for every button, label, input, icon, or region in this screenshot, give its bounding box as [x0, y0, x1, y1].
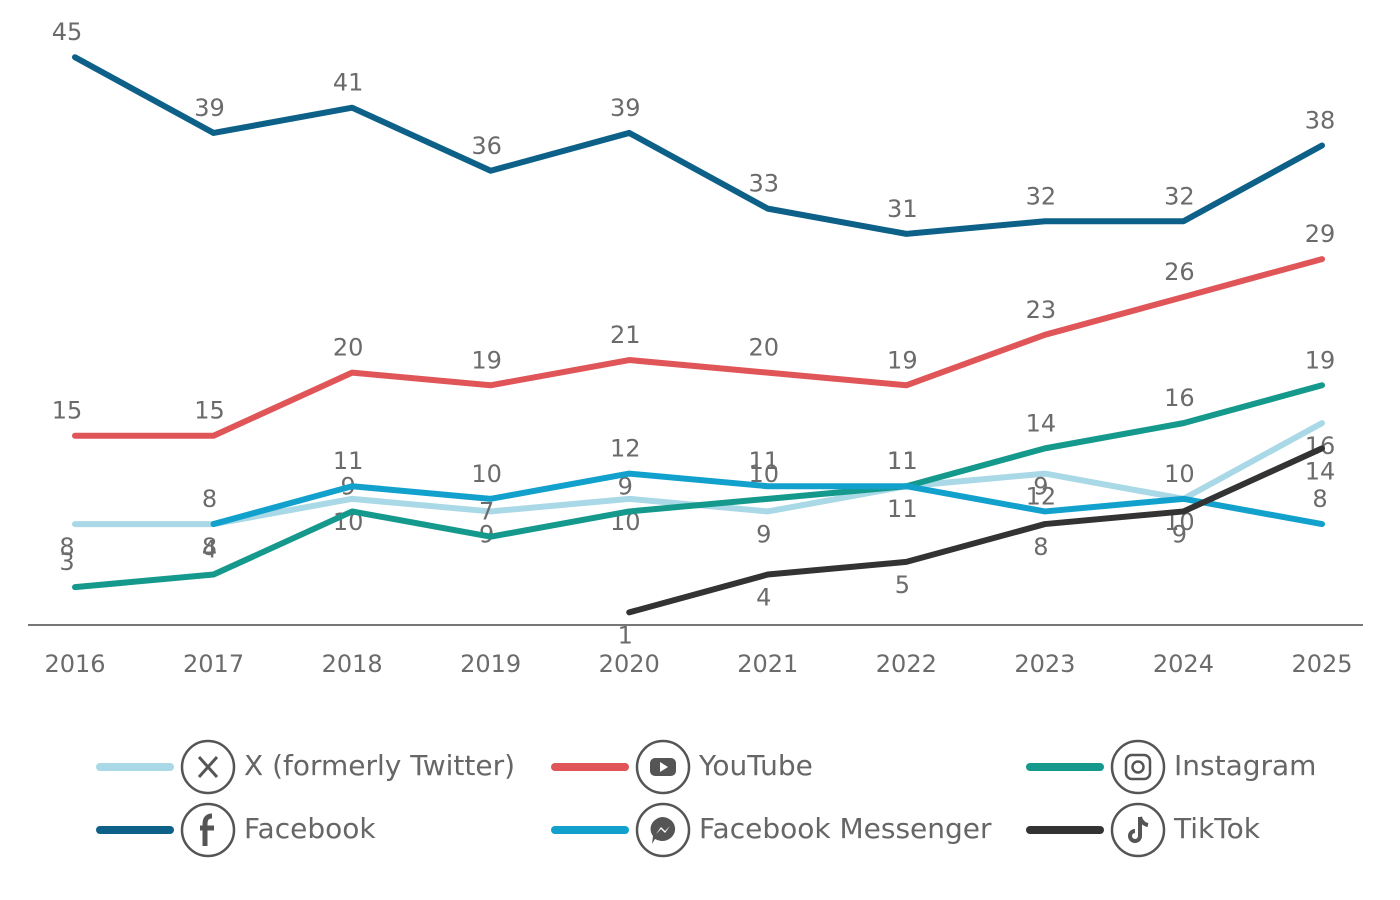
x-tick-label: 2016: [44, 650, 105, 678]
data-label: 19: [471, 346, 502, 374]
x-tick-label: 2022: [876, 650, 937, 678]
data-label: 11: [333, 447, 364, 475]
legend-icon: [1110, 739, 1166, 795]
data-label: 20: [749, 334, 780, 362]
icon-glyph: [660, 762, 668, 772]
series-line: [626, 445, 1325, 616]
data-label: 5: [895, 571, 910, 599]
data-label: 4: [756, 584, 771, 612]
icon-glyph: [1131, 760, 1145, 774]
legend-icon-glyph: [650, 817, 676, 844]
data-label: 39: [610, 94, 641, 122]
legend-label: Facebook: [244, 812, 376, 845]
icon-glyph: [1124, 753, 1152, 781]
icon-glyph: [1128, 816, 1149, 843]
data-label: 32: [1026, 182, 1057, 210]
legend-icon: [180, 739, 236, 795]
data-label: 14: [1026, 409, 1057, 437]
legend-item: Facebook: [96, 802, 376, 858]
legend-icon-glyph: [1124, 753, 1152, 781]
data-label: 4: [202, 536, 217, 564]
data-label: 8: [59, 533, 74, 561]
data-label: 33: [749, 170, 780, 198]
legend-label: Instagram: [1174, 749, 1316, 782]
legend-icon-glyph: [197, 755, 219, 779]
data-label: 29: [1305, 220, 1336, 248]
legend-icon: [635, 802, 691, 858]
data-label: 10: [1164, 460, 1195, 488]
data-label: 16: [1164, 384, 1195, 412]
data-label: 31: [887, 195, 918, 223]
data-label: 7: [479, 498, 494, 526]
legend-label: YouTube: [698, 749, 813, 782]
data-label: 11: [887, 447, 918, 475]
data-label: 15: [194, 397, 225, 425]
data-label: 32: [1164, 182, 1195, 210]
x-tick-label: 2025: [1291, 650, 1352, 678]
legend-item: YouTube: [551, 739, 813, 795]
data-label: 10: [471, 460, 502, 488]
data-label: 14: [1305, 457, 1336, 485]
icon-glyph: [656, 826, 670, 834]
legend-item: X (formerly Twitter): [96, 739, 515, 795]
data-label: 39: [194, 94, 225, 122]
data-label: 11: [887, 495, 918, 523]
series-line: [210, 470, 1325, 528]
data-label: 20: [333, 334, 364, 362]
data-label: 9: [1033, 472, 1048, 500]
data-label: 8: [202, 485, 217, 513]
legend-label: TikTok: [1173, 812, 1261, 845]
legend-icon: [180, 802, 236, 858]
data-label: 36: [471, 132, 502, 160]
data-label: 9: [1172, 520, 1187, 548]
data-label: 15: [52, 397, 83, 425]
data-label: 9: [756, 520, 771, 548]
legend-item: TikTok: [1026, 802, 1261, 858]
data-label: 11: [749, 447, 780, 475]
x-tick-label: 2021: [737, 650, 798, 678]
legend-label: X (formerly Twitter): [244, 749, 515, 782]
data-label: 8: [202, 533, 217, 561]
data-label: 3: [59, 548, 74, 576]
x-tick-label: 2017: [183, 650, 244, 678]
x-tick-label: 2019: [460, 650, 521, 678]
data-label: 11: [887, 447, 918, 475]
legend-item: Instagram: [1026, 739, 1316, 795]
data-label: 26: [1164, 258, 1195, 286]
data-label: 38: [1305, 107, 1336, 135]
data-label: 23: [1026, 296, 1057, 324]
legend-icon: [1110, 802, 1166, 858]
data-label: 9: [618, 472, 633, 500]
data-label: 19: [1305, 346, 1336, 374]
series-line: [72, 382, 1325, 591]
legend-icon: [635, 739, 691, 795]
series-line: [72, 256, 1325, 439]
data-label: 8: [1033, 533, 1048, 561]
series-line: [72, 54, 1325, 237]
data-label: 1: [618, 621, 633, 649]
legend-icon-glyph: [200, 813, 214, 846]
legend-label: Facebook Messenger: [699, 812, 992, 845]
x-tick-label: 2024: [1153, 650, 1214, 678]
legend-icon-glyph: [1128, 816, 1149, 843]
legend-icon-glyph: [650, 758, 676, 776]
icon-glyph: [200, 813, 214, 846]
data-label: 12: [610, 435, 641, 463]
data-label: 21: [610, 321, 641, 349]
data-label: 8: [1312, 485, 1327, 513]
data-label: 45: [52, 18, 83, 46]
data-label: 19: [887, 346, 918, 374]
legend-item: Facebook Messenger: [551, 802, 992, 858]
x-tick-label: 2020: [599, 650, 660, 678]
x-tick-label: 2023: [1014, 650, 1075, 678]
data-label: 41: [333, 69, 364, 97]
x-tick-label: 2018: [322, 650, 383, 678]
icon-glyph: [197, 755, 219, 779]
